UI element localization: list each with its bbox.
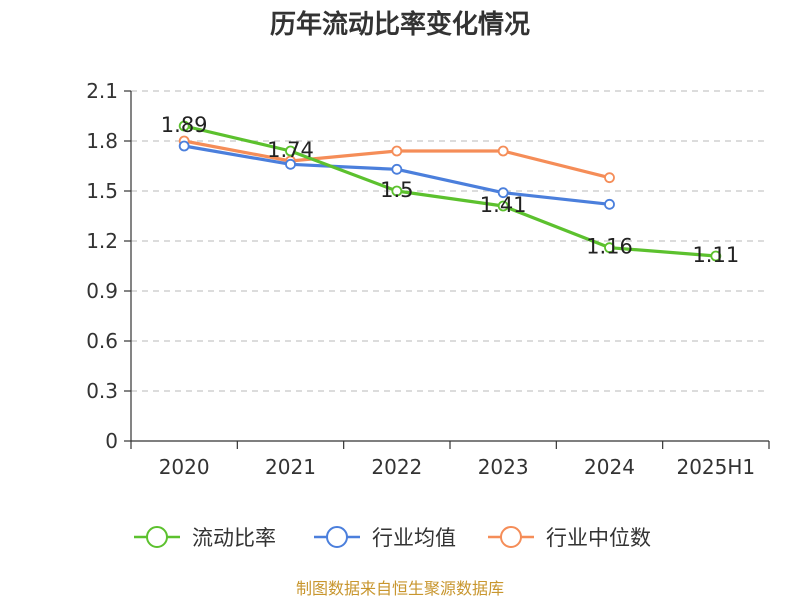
legend-marker bbox=[500, 526, 522, 548]
x-tick-label: 2023 bbox=[478, 455, 529, 479]
x-tick-label: 2021 bbox=[265, 455, 316, 479]
data-label: 1.11 bbox=[692, 243, 739, 267]
data-point[interactable] bbox=[391, 145, 403, 157]
data-point[interactable] bbox=[285, 158, 296, 170]
data-point[interactable] bbox=[391, 185, 403, 197]
y-tick-label: 1.2 bbox=[86, 229, 118, 253]
data-point[interactable] bbox=[604, 242, 615, 254]
x-tick-label: 2025H1 bbox=[676, 455, 755, 479]
data-point[interactable] bbox=[178, 120, 190, 132]
legend[interactable]: 流动比率 行业均值 行业中位数 bbox=[134, 526, 651, 550]
legend-item[interactable]: 流动比率 bbox=[134, 526, 276, 550]
axes: 0 0.3 0.6 0.9 1.2 1.5 1.8 2.1 2020 2021 2022 2023 20… bbox=[86, 79, 770, 479]
x-tick-label: 2020 bbox=[159, 455, 210, 479]
y-tick-label: 1.5 bbox=[86, 179, 118, 203]
data-labels: 1.89 1.74 1.5 1.41 1.16 1.11 bbox=[161, 113, 739, 267]
data-point[interactable] bbox=[178, 140, 190, 152]
legend-label: 行业均值 bbox=[372, 526, 456, 550]
data-label: 1.89 bbox=[161, 113, 208, 137]
y-tick-label: 0.9 bbox=[86, 279, 118, 303]
chart-title: 历年流动比率变化情况 bbox=[270, 9, 530, 40]
data-point[interactable] bbox=[497, 145, 509, 157]
series-line bbox=[183, 124, 716, 258]
data-label: 1.16 bbox=[586, 235, 633, 259]
legend-label: 行业中位数 bbox=[546, 526, 651, 550]
data-point[interactable] bbox=[285, 145, 296, 157]
legend-item[interactable]: 行业中位数 bbox=[488, 526, 651, 550]
legend-label: 流动比率 bbox=[192, 526, 276, 550]
data-point[interactable] bbox=[604, 172, 615, 184]
y-tick-label: 1.8 bbox=[86, 129, 118, 153]
data-point[interactable] bbox=[604, 198, 615, 210]
legend-marker bbox=[326, 526, 348, 548]
data-label: 1.5 bbox=[380, 178, 413, 202]
grid-lines bbox=[131, 90, 769, 392]
data-label: 1.74 bbox=[267, 138, 314, 162]
data-point[interactable] bbox=[497, 187, 509, 199]
x-tick-label: 2024 bbox=[584, 455, 635, 479]
legend-item[interactable]: 行业均值 bbox=[314, 526, 456, 550]
source-note: 制图数据来自恒生聚源数据库 bbox=[296, 579, 504, 598]
data-point[interactable] bbox=[710, 250, 722, 262]
series-lines bbox=[178, 120, 722, 262]
y-tick-label: 0.3 bbox=[86, 379, 118, 403]
x-tick-label: 2022 bbox=[371, 455, 422, 479]
y-tick-label: 0.6 bbox=[86, 329, 118, 353]
legend-marker bbox=[146, 526, 168, 548]
y-tick-label: 0 bbox=[105, 429, 118, 453]
data-label: 1.41 bbox=[480, 193, 527, 217]
y-tick-label: 2.1 bbox=[86, 79, 118, 103]
data-point[interactable] bbox=[497, 200, 509, 212]
data-point[interactable] bbox=[391, 163, 403, 175]
